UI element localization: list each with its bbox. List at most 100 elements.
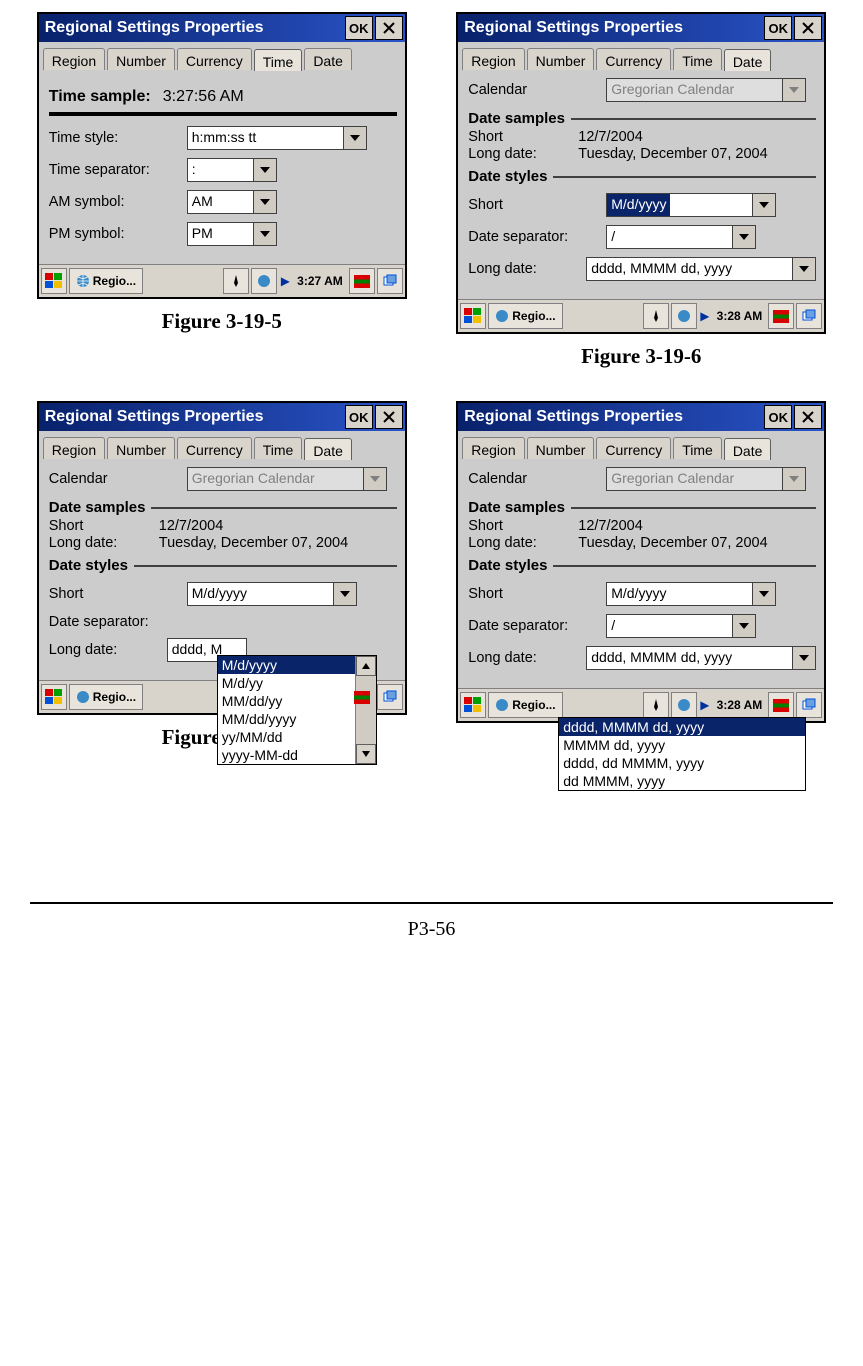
long-date-field[interactable]: dddd, MMMM dd, yyyy [586, 257, 816, 281]
tab-content: Calendar Gregorian Calendar Date samples… [39, 459, 405, 680]
window-fig7: Regional Settings Properties OK Region N… [37, 401, 407, 715]
pm-symbol-field[interactable]: PM [187, 222, 277, 246]
figure-caption: Figure 3-19-6 [581, 344, 701, 369]
tab-content: Calendar Gregorian Calendar Date samples… [458, 459, 824, 688]
tab-time[interactable]: Time [673, 48, 722, 70]
tab-time[interactable]: Time [254, 49, 303, 71]
dropdown-option[interactable]: yy/MM/dd [218, 728, 355, 746]
tray-icon[interactable] [796, 692, 822, 718]
tray-icon[interactable] [796, 303, 822, 329]
titlebar: Regional Settings Properties OK [458, 14, 824, 42]
dropdown-option[interactable]: M/d/yy [218, 674, 355, 692]
tab-number[interactable]: Number [107, 437, 175, 459]
close-icon [383, 411, 395, 423]
tab-date[interactable]: Date [724, 438, 772, 460]
scrollbar[interactable] [355, 656, 376, 764]
chevron-down-icon [253, 159, 276, 181]
tab-bar: Region Number Currency Time Date [39, 42, 405, 70]
tab-time[interactable]: Time [254, 437, 303, 459]
flag-icon [354, 275, 370, 288]
dropdown-option[interactable]: dd MMMM, yyyy [559, 772, 805, 790]
tab-region[interactable]: Region [43, 48, 105, 70]
close-button[interactable] [794, 16, 822, 40]
date-separator-field[interactable]: / [606, 614, 756, 638]
ok-button[interactable]: OK [764, 405, 792, 429]
tray-icon[interactable] [251, 268, 277, 294]
tray-icon[interactable] [643, 692, 669, 718]
dropdown-option[interactable]: MM/dd/yy [218, 692, 355, 710]
tab-date[interactable]: Date [304, 48, 352, 70]
time-style-field[interactable]: h:mm:ss tt [187, 126, 367, 150]
tray-icon[interactable] [223, 268, 249, 294]
am-symbol-field[interactable]: AM [187, 190, 277, 214]
dropdown-option[interactable]: MM/dd/yyyy [218, 710, 355, 728]
dropdown-option[interactable]: MMMM dd, yyyy [559, 736, 805, 754]
tray-icon[interactable] [349, 268, 375, 294]
short-style-field[interactable]: M/d/yyyy [606, 582, 776, 606]
time-separator-label: Time separator: [49, 162, 179, 178]
start-icon[interactable] [41, 268, 67, 294]
chevron-down-icon [752, 194, 775, 216]
dropdown-option[interactable]: M/d/yyyy [218, 656, 355, 674]
cascade-icon [383, 690, 397, 704]
taskbar-app-button[interactable]: Regio... [488, 692, 562, 718]
time-separator-field[interactable]: : [187, 158, 277, 182]
ok-button[interactable]: OK [345, 405, 373, 429]
tab-currency[interactable]: Currency [596, 48, 671, 70]
windows-flag-icon [464, 697, 482, 713]
tray-icon[interactable] [671, 692, 697, 718]
long-date-field[interactable]: dddd, MMMM dd, yyyy [586, 646, 816, 670]
dropdown-option[interactable]: dddd, MMMM dd, yyyy [559, 718, 805, 736]
tab-number[interactable]: Number [527, 437, 595, 459]
tab-region[interactable]: Region [462, 437, 524, 459]
short-style-field[interactable]: M/d/yyyy [606, 193, 776, 217]
short-style-dropdown-list[interactable]: M/d/yyyyM/d/yyMM/dd/yyMM/dd/yyyyyy/MM/dd… [217, 655, 377, 765]
tab-currency[interactable]: Currency [177, 437, 252, 459]
short-style-field[interactable]: M/d/yyyy [187, 582, 357, 606]
tray-arrow-icon[interactable]: ▸ [699, 695, 711, 715]
start-icon[interactable] [460, 303, 486, 329]
tab-date[interactable]: Date [724, 49, 772, 71]
flag-icon [773, 310, 789, 323]
start-icon[interactable] [41, 684, 67, 710]
start-icon[interactable] [460, 692, 486, 718]
pm-symbol-label: PM symbol: [49, 226, 179, 242]
ok-button[interactable]: OK [345, 16, 373, 40]
tray-icon[interactable] [377, 684, 403, 710]
dropdown-option[interactable]: dddd, dd MMMM, yyyy [559, 754, 805, 772]
tab-bar: Region Number Currency Time Date [39, 431, 405, 459]
tray-icon[interactable] [768, 692, 794, 718]
tab-region[interactable]: Region [43, 437, 105, 459]
dropdown-option[interactable]: yyyy-MM-dd [218, 746, 355, 764]
taskbar-app-button[interactable]: Regio... [69, 684, 143, 710]
close-button[interactable] [794, 405, 822, 429]
tray-arrow-icon[interactable]: ▸ [279, 271, 291, 291]
date-separator-field[interactable]: / [606, 225, 756, 249]
scroll-down-button[interactable] [356, 744, 376, 764]
tab-currency[interactable]: Currency [596, 437, 671, 459]
close-button[interactable] [375, 16, 403, 40]
taskbar-app-button[interactable]: Regio... [488, 303, 562, 329]
chevron-down-icon [732, 615, 755, 637]
tab-number[interactable]: Number [107, 48, 175, 70]
scroll-up-button[interactable] [356, 656, 376, 676]
tab-date[interactable]: Date [304, 438, 352, 460]
long-date-dropdown-list[interactable]: dddd, MMMM dd, yyyyMMMM dd, yyyydddd, dd… [558, 717, 806, 791]
tab-currency[interactable]: Currency [177, 48, 252, 70]
window-fig5: Regional Settings Properties OK Region N… [37, 12, 407, 299]
tray-icon[interactable] [377, 268, 403, 294]
tab-time[interactable]: Time [673, 437, 722, 459]
taskbar-app-button[interactable]: Regio... [69, 268, 143, 294]
close-icon [383, 22, 395, 34]
tray-icon[interactable] [643, 303, 669, 329]
tab-number[interactable]: Number [527, 48, 595, 70]
tray-icon[interactable] [671, 303, 697, 329]
globe-icon [76, 274, 90, 288]
ok-button[interactable]: OK [764, 16, 792, 40]
tray-icon[interactable] [768, 303, 794, 329]
close-button[interactable] [375, 405, 403, 429]
stylus-icon [649, 309, 663, 323]
tab-region[interactable]: Region [462, 48, 524, 70]
tray-arrow-icon[interactable]: ▸ [699, 306, 711, 326]
taskbar: Regio... ▸ 3:28 AM [458, 299, 824, 332]
